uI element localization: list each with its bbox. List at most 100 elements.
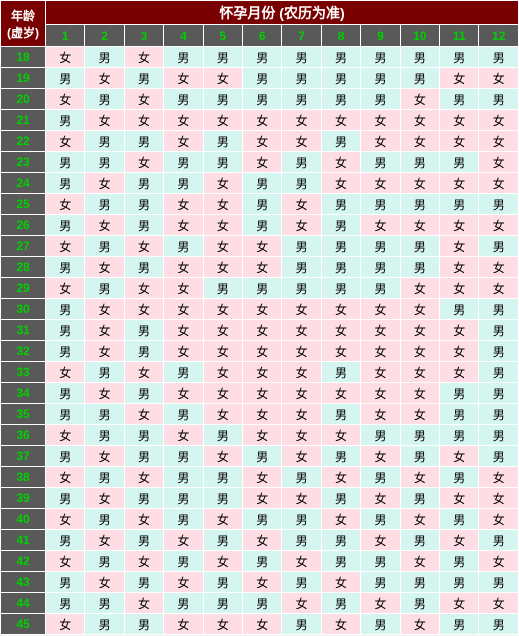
age-header: 39 xyxy=(1,488,46,509)
table-row: 29女男女女男男男男男女女女 xyxy=(1,278,519,299)
value-cell: 男 xyxy=(243,446,282,467)
value-cell: 男 xyxy=(361,509,400,530)
value-cell: 女 xyxy=(124,278,163,299)
value-cell: 男 xyxy=(400,572,439,593)
value-cell: 男 xyxy=(321,257,360,278)
value-cell: 女 xyxy=(479,593,519,614)
value-cell: 女 xyxy=(479,110,519,131)
age-header: 33 xyxy=(1,362,46,383)
value-cell: 女 xyxy=(361,383,400,404)
value-cell: 女 xyxy=(479,68,519,89)
value-cell: 男 xyxy=(479,47,519,68)
value-cell: 男 xyxy=(321,404,360,425)
value-cell: 男 xyxy=(400,530,439,551)
value-cell: 女 xyxy=(400,89,439,110)
value-cell: 女 xyxy=(321,320,360,341)
table-row: 22女男男女男女女男女女女女 xyxy=(1,131,519,152)
value-cell: 女 xyxy=(164,299,203,320)
table-row: 39男女男男男女女男女男女女 xyxy=(1,488,519,509)
month-header: 9 xyxy=(361,25,400,47)
value-cell: 男 xyxy=(85,152,124,173)
value-cell: 女 xyxy=(164,257,203,278)
value-cell: 男 xyxy=(361,614,400,635)
value-cell: 男 xyxy=(85,509,124,530)
value-cell: 女 xyxy=(164,110,203,131)
value-cell: 女 xyxy=(124,236,163,257)
value-cell: 女 xyxy=(440,488,479,509)
value-cell: 女 xyxy=(361,215,400,236)
value-cell: 男 xyxy=(164,593,203,614)
value-cell: 男 xyxy=(85,362,124,383)
value-cell: 女 xyxy=(440,278,479,299)
value-cell: 男 xyxy=(361,89,400,110)
value-cell: 女 xyxy=(46,551,85,572)
table-row: 43男女男女男女男女男男男男 xyxy=(1,572,519,593)
value-cell: 男 xyxy=(282,530,321,551)
value-cell: 女 xyxy=(440,320,479,341)
corner-line1: 年龄 xyxy=(1,7,45,24)
age-header: 23 xyxy=(1,152,46,173)
table-row: 44男男女男男男女男女男女女 xyxy=(1,593,519,614)
value-cell: 男 xyxy=(321,362,360,383)
age-header: 26 xyxy=(1,215,46,236)
value-cell: 女 xyxy=(440,215,479,236)
value-cell: 女 xyxy=(400,131,439,152)
value-cell: 男 xyxy=(440,404,479,425)
value-cell: 女 xyxy=(440,236,479,257)
value-cell: 女 xyxy=(203,446,242,467)
age-header: 22 xyxy=(1,131,46,152)
value-cell: 女 xyxy=(203,320,242,341)
value-cell: 女 xyxy=(85,530,124,551)
value-cell: 女 xyxy=(164,320,203,341)
value-cell: 男 xyxy=(321,194,360,215)
value-cell: 女 xyxy=(243,572,282,593)
value-cell: 女 xyxy=(440,341,479,362)
value-cell: 男 xyxy=(164,446,203,467)
value-cell: 男 xyxy=(46,530,85,551)
value-cell: 男 xyxy=(124,488,163,509)
value-cell: 男 xyxy=(440,383,479,404)
value-cell: 男 xyxy=(243,194,282,215)
value-cell: 女 xyxy=(203,257,242,278)
value-cell: 女 xyxy=(203,362,242,383)
value-cell: 男 xyxy=(85,425,124,446)
value-cell: 女 xyxy=(400,614,439,635)
value-cell: 女 xyxy=(321,614,360,635)
value-cell: 男 xyxy=(479,572,519,593)
value-cell: 女 xyxy=(243,530,282,551)
value-cell: 男 xyxy=(479,320,519,341)
value-cell: 男 xyxy=(46,572,85,593)
month-header: 1 xyxy=(46,25,85,47)
value-cell: 女 xyxy=(243,425,282,446)
table-row: 42女男女男女男女男男女男女 xyxy=(1,551,519,572)
value-cell: 男 xyxy=(479,446,519,467)
value-cell: 女 xyxy=(361,488,400,509)
value-cell: 男 xyxy=(164,551,203,572)
value-cell: 女 xyxy=(243,341,282,362)
value-cell: 女 xyxy=(46,362,85,383)
month-header: 10 xyxy=(400,25,439,47)
value-cell: 男 xyxy=(85,278,124,299)
value-cell: 男 xyxy=(400,68,439,89)
value-cell: 女 xyxy=(321,383,360,404)
value-cell: 女 xyxy=(479,509,519,530)
value-cell: 男 xyxy=(282,467,321,488)
value-cell: 男 xyxy=(400,593,439,614)
value-cell: 男 xyxy=(321,89,360,110)
value-cell: 女 xyxy=(243,236,282,257)
age-header: 32 xyxy=(1,341,46,362)
corner-line2: (虚岁) xyxy=(1,24,45,41)
value-cell: 女 xyxy=(282,194,321,215)
age-header: 21 xyxy=(1,110,46,131)
value-cell: 男 xyxy=(479,404,519,425)
value-cell: 男 xyxy=(479,362,519,383)
value-cell: 男 xyxy=(46,593,85,614)
value-cell: 男 xyxy=(440,509,479,530)
value-cell: 男 xyxy=(282,173,321,194)
value-cell: 女 xyxy=(400,278,439,299)
table-row: 30男女女女女女女女女女男男 xyxy=(1,299,519,320)
table-row: 27女男女男女女男男男男女男 xyxy=(1,236,519,257)
value-cell: 女 xyxy=(282,383,321,404)
value-cell: 男 xyxy=(124,320,163,341)
value-cell: 男 xyxy=(85,47,124,68)
